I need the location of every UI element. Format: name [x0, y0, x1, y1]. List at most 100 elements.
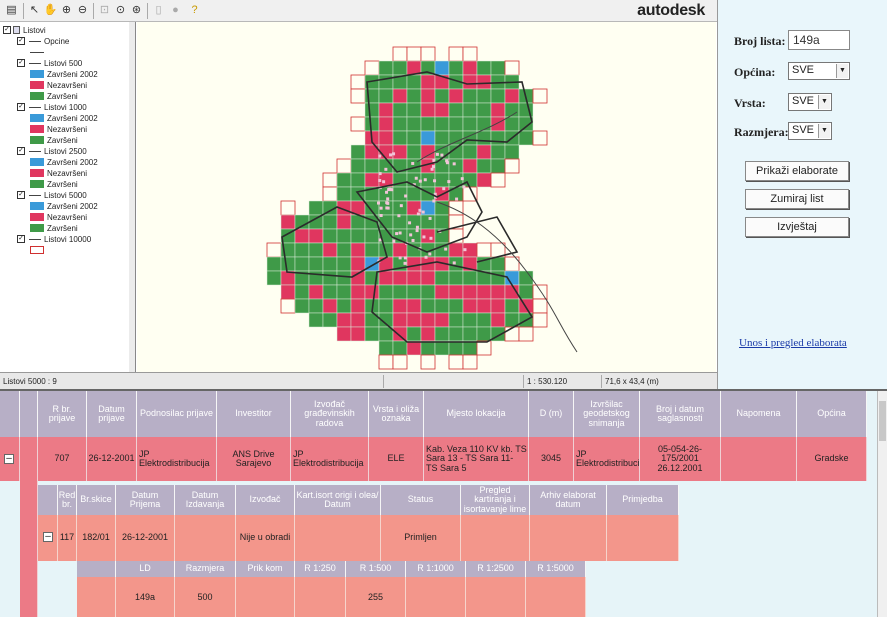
map-urban-detail — [379, 214, 383, 218]
map-urban-detail — [378, 172, 382, 176]
table3-cell — [466, 577, 526, 617]
prikazi-elaborate-button[interactable]: Prikaži elaborate — [745, 161, 849, 181]
map-sheet — [476, 158, 492, 174]
map-sheet — [406, 102, 422, 118]
map-sheet — [308, 312, 324, 328]
map-sheet — [462, 158, 478, 174]
map-sheet — [420, 74, 436, 90]
map-sheet — [392, 144, 408, 160]
map-urban-detail — [416, 212, 420, 216]
map-sheet — [490, 284, 506, 300]
table1-header: Izvođač građevinskih radova — [291, 391, 369, 437]
legend-swatch — [30, 92, 44, 100]
table2-cell — [461, 515, 530, 561]
pan-hand-icon[interactable]: ✋ — [43, 4, 58, 16]
layer-checkbox[interactable]: ✓ — [17, 235, 25, 243]
toolbar-separator — [93, 3, 94, 19]
zoom-in-icon[interactable]: ⊕ — [61, 4, 72, 16]
layer-checkbox[interactable]: ✓ — [17, 147, 25, 155]
map-urban-detail — [447, 180, 451, 184]
legend-swatch — [30, 114, 44, 122]
map-sheet — [448, 158, 464, 174]
map-sheet — [392, 200, 408, 216]
map-sheet — [322, 228, 338, 244]
layer-checkbox[interactable]: ✓ — [3, 26, 11, 34]
table2-gutter — [38, 485, 58, 515]
map-sheet — [434, 270, 450, 286]
map-sheet — [462, 102, 478, 118]
map-urban-detail — [390, 188, 394, 192]
scrollbar-thumb[interactable] — [879, 401, 886, 441]
zoom-out-icon[interactable]: ⊖ — [77, 4, 88, 16]
unos-pregled-link[interactable]: Unos i pregled elaborata — [739, 337, 847, 349]
map-sheet — [350, 256, 366, 272]
map-sheet — [322, 312, 338, 328]
zoom-previous-icon[interactable]: ⊙ — [115, 4, 126, 16]
layer-checkbox[interactable]: ✓ — [17, 37, 25, 45]
map-urban-detail — [428, 216, 432, 220]
map-urban-detail — [430, 167, 434, 171]
vertical-scrollbar[interactable] — [877, 391, 887, 617]
chevron-down-icon[interactable]: ▼ — [818, 124, 830, 138]
layer-line-icon — [29, 41, 41, 42]
layer-checkbox[interactable]: ✓ — [17, 59, 25, 67]
print-icon[interactable]: ▯ — [155, 4, 162, 16]
map-sheet — [420, 130, 436, 146]
map-urban-detail — [463, 248, 467, 252]
vrsta-select[interactable]: SVE ▼ — [788, 93, 832, 111]
table1-header: Mjesto lokacija — [424, 391, 529, 437]
help-icon[interactable]: ? — [191, 4, 198, 16]
map-urban-detail — [423, 178, 427, 182]
map-sheet — [462, 88, 478, 104]
chevron-down-icon[interactable]: ▼ — [836, 64, 848, 78]
map-sheet — [490, 102, 506, 118]
zoom-goto-icon[interactable]: ⊛ — [131, 4, 142, 16]
map-sheet — [266, 270, 282, 286]
chevron-down-icon[interactable]: ▼ — [818, 95, 830, 109]
table1-cell: 05-054-26-175/2001 26.12.2001 — [640, 437, 721, 481]
map-canvas[interactable] — [137, 22, 716, 372]
map-sheet — [420, 340, 436, 356]
table3-cell: 149a — [116, 577, 175, 617]
table2-cell — [175, 515, 236, 561]
tree-scrollbar[interactable] — [129, 22, 135, 372]
map-sheet — [392, 326, 408, 342]
collapse-row-button[interactable]: – — [43, 532, 53, 542]
layer-line-icon — [29, 107, 41, 108]
map-sheet — [434, 102, 450, 118]
map-view[interactable] — [137, 22, 716, 372]
table2-header: Kart.isort origi i olea/ Datum — [295, 485, 381, 515]
layer-checkbox[interactable]: ✓ — [17, 103, 25, 111]
select-arrow-icon[interactable]: ↖ — [29, 4, 40, 16]
globe-icon[interactable]: ● — [172, 4, 179, 16]
map-sheet-outline — [532, 88, 548, 104]
road-line — [436, 201, 578, 353]
collapse-row-button[interactable]: – — [4, 454, 14, 464]
municipality-boundary — [355, 180, 483, 253]
map-sheet — [476, 130, 492, 146]
table2-cell: 117 — [58, 515, 77, 561]
map-sheet — [364, 228, 380, 244]
map-sheet — [434, 312, 450, 328]
opcina-select[interactable]: SVE ▼ — [788, 62, 850, 80]
razmjera-select[interactable]: SVE ▼ — [788, 122, 832, 140]
broj-lista-input[interactable]: 149a — [788, 30, 850, 50]
map-sheet — [420, 116, 436, 132]
map-sheet — [490, 144, 506, 160]
zoom-window-icon[interactable]: ⊡ — [99, 4, 110, 16]
izvjestaj-button[interactable]: Izvještaj — [745, 217, 849, 237]
table3-header: Prik kom — [236, 561, 295, 577]
map-sheet — [434, 130, 450, 146]
map-urban-detail — [408, 221, 412, 225]
zumiraj-list-button[interactable]: Zumiraj list — [745, 189, 849, 209]
status-scale: 1 : 530.120 — [523, 375, 601, 388]
layers-icon[interactable]: ▤ — [6, 4, 17, 16]
map-sheet — [490, 116, 506, 132]
razmjera-select-value: SVE — [792, 124, 815, 136]
map-urban-detail — [418, 179, 422, 183]
map-sheet-outline — [532, 130, 548, 146]
opcina-label: Općina: — [734, 65, 776, 79]
layer-checkbox[interactable]: ✓ — [17, 191, 25, 199]
layer-group-icon — [13, 26, 20, 34]
map-sheet-outline — [322, 172, 338, 188]
